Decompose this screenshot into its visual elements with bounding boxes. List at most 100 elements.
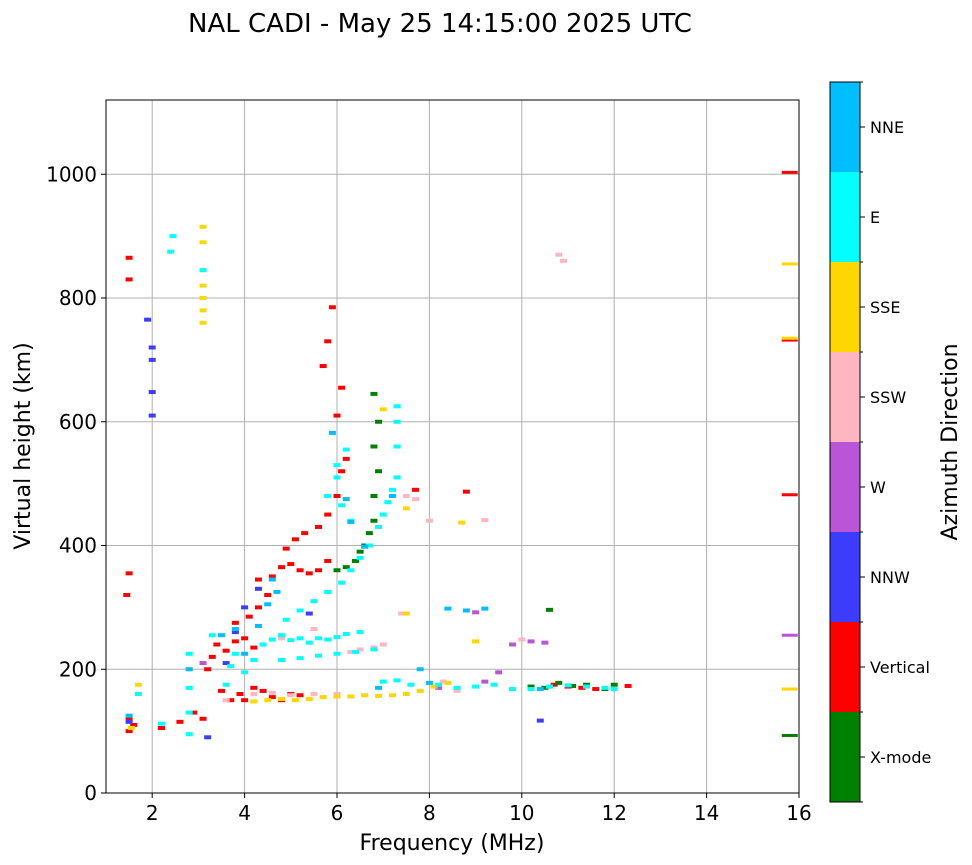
echo-point xyxy=(222,648,230,653)
echo-point xyxy=(250,657,258,662)
echo-point xyxy=(296,608,304,613)
echo-point xyxy=(185,710,193,715)
colorbar-label: W xyxy=(870,478,886,497)
echo-point xyxy=(305,611,313,616)
echo-point xyxy=(555,252,563,257)
echo-point xyxy=(250,645,258,650)
echo-point xyxy=(347,694,355,699)
echo-point xyxy=(356,549,364,554)
echo-point xyxy=(125,719,133,724)
x-tick-label: 12 xyxy=(601,801,626,825)
x-tick-label: 6 xyxy=(331,801,344,825)
colorbar-title: Azimuth Direction xyxy=(938,343,963,540)
echo-point xyxy=(231,630,239,635)
echo-point xyxy=(393,444,401,449)
echo-point xyxy=(268,690,276,695)
echo-point xyxy=(370,647,378,652)
echo-point xyxy=(264,602,272,607)
echo-point xyxy=(231,620,239,625)
echo-point xyxy=(245,614,253,619)
echo-point xyxy=(199,320,207,325)
echo-point xyxy=(518,637,526,642)
x-tick-label: 14 xyxy=(694,801,719,825)
echo-point xyxy=(254,623,262,628)
series-nne xyxy=(125,430,544,718)
echo-point xyxy=(231,639,239,644)
echo-point xyxy=(472,610,480,615)
echo-point xyxy=(287,562,295,567)
echo-point xyxy=(564,683,572,688)
echo-point xyxy=(527,639,535,644)
echo-point xyxy=(569,683,577,688)
echo-point xyxy=(412,487,420,492)
echo-point xyxy=(259,688,267,693)
echo-point xyxy=(148,390,156,395)
echo-point xyxy=(328,305,336,310)
echo-point xyxy=(125,729,133,734)
echo-point xyxy=(527,684,535,689)
colorbar-segment xyxy=(830,622,860,712)
echo-point xyxy=(315,524,323,529)
echo-point xyxy=(305,571,313,576)
y-tick-label: 1000 xyxy=(46,162,97,186)
echo-point xyxy=(555,680,563,685)
echo-point xyxy=(319,695,327,700)
echo-points xyxy=(123,170,798,740)
echo-point xyxy=(268,637,276,642)
echo-point xyxy=(125,713,133,718)
echo-point xyxy=(268,577,276,582)
echo-point xyxy=(402,692,410,696)
echo-point xyxy=(148,345,156,350)
echo-point xyxy=(241,651,249,656)
y-tick-label: 600 xyxy=(59,410,97,434)
echo-point xyxy=(338,385,346,390)
echo-point xyxy=(435,682,443,687)
echo-point xyxy=(546,684,554,689)
x-tick-label: 4 xyxy=(238,801,251,825)
echo-point xyxy=(324,637,332,642)
echo-point xyxy=(296,636,304,641)
echo-point xyxy=(370,494,378,498)
echo-point xyxy=(402,506,410,511)
echo-point xyxy=(333,463,341,468)
echo-point xyxy=(264,593,272,597)
echo-point xyxy=(199,716,207,721)
echo-point xyxy=(781,336,798,340)
echo-point xyxy=(278,696,286,701)
echo-point xyxy=(365,531,373,536)
echo-point xyxy=(236,692,244,696)
echo-point xyxy=(157,721,165,726)
echo-point xyxy=(310,692,318,696)
echo-point xyxy=(185,667,193,672)
echo-point xyxy=(324,589,332,594)
colorbar-labels: X-mode Vertical NNW W SSW SSE E NNE xyxy=(860,81,931,803)
colorbar-label: Vertical xyxy=(870,658,930,677)
colorbar-segment xyxy=(830,442,860,532)
echo-point xyxy=(416,667,424,672)
echo-point xyxy=(481,518,489,523)
echo-point xyxy=(592,687,600,692)
echo-point xyxy=(218,633,225,638)
echo-point xyxy=(250,692,258,696)
echo-point xyxy=(199,224,207,229)
echo-point xyxy=(342,447,350,452)
echo-point xyxy=(324,512,332,517)
echo-point xyxy=(351,649,359,654)
echo-point xyxy=(781,170,798,174)
echo-point xyxy=(278,565,286,570)
plot-area: 2 4 6 8 10 12 14 16 0 200 400 600 800 1000 xyxy=(46,99,812,825)
echo-point xyxy=(319,364,327,369)
echo-point xyxy=(167,249,175,254)
echo-point xyxy=(213,642,221,647)
echo-point xyxy=(204,735,212,740)
echo-point xyxy=(199,296,207,300)
series-vertical xyxy=(123,170,798,734)
echo-point xyxy=(379,642,387,647)
echo-point xyxy=(388,487,396,492)
echo-point xyxy=(315,636,323,641)
echo-point xyxy=(444,680,452,685)
echo-point xyxy=(282,617,290,622)
echo-point xyxy=(781,733,798,737)
echo-point xyxy=(333,694,341,699)
